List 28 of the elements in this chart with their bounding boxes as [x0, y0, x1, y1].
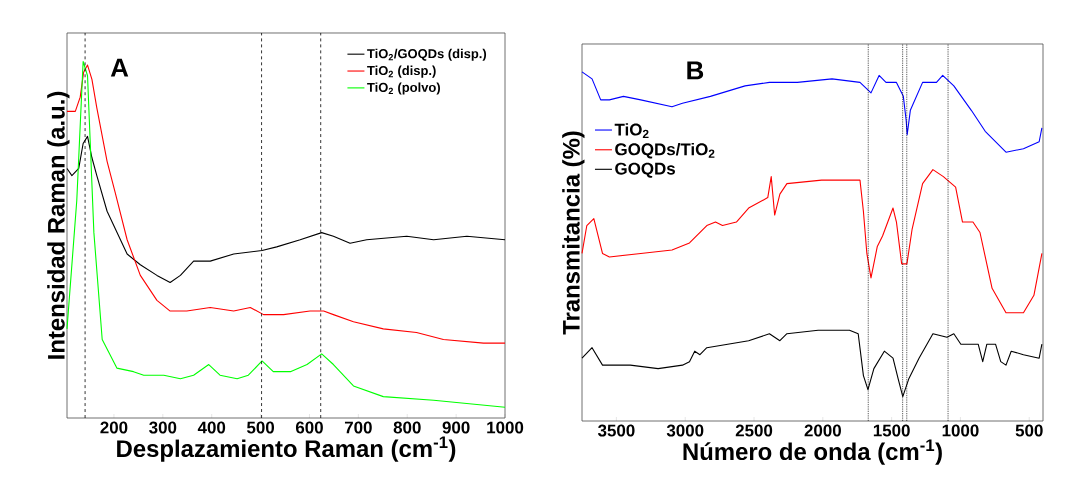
legend-label: TiO$_{2}$ [614, 123, 649, 138]
x-tick-label: 1000 [942, 424, 979, 437]
x-tick-label: 400 [197, 421, 226, 434]
x-tick-label: 700 [344, 421, 372, 434]
x-tick-label: 3500 [597, 424, 635, 437]
x-tick-label: 900 [442, 421, 470, 434]
x-tick-label: 600 [295, 421, 323, 434]
legend-label: GOQDs [615, 162, 675, 178]
legend-label: GOQDs/TiO$_{2}$ [615, 142, 715, 159]
legend-label: TiO$_{2}$ (polvo) [367, 82, 440, 95]
x-tick-label: 1500 [873, 424, 910, 437]
x-tick-label: 2000 [804, 424, 841, 437]
x-tick-label: 200 [100, 421, 128, 434]
x-tick-label: 300 [149, 421, 177, 434]
x-axis-title: Número de onda (cm$^{-1}$) [683, 439, 942, 465]
x-tick-label: 1000 [487, 421, 524, 434]
x-tick-label: 800 [393, 421, 421, 434]
x-tick-label: 500 [246, 421, 275, 434]
x-axis-title: Desplazamiento Raman (cm$^{-1}$) [117, 436, 456, 462]
annotation: B [687, 61, 704, 80]
legend-label: TiO$_{2}$/GOQDs (disp.) [367, 48, 487, 61]
x-tick-label: 2500 [735, 424, 773, 437]
x-tick-label: 500 [1015, 424, 1043, 437]
y-axis-title: Intensidad Raman (a.u.) [47, 91, 70, 359]
y-axis-title: Transmitancia (%) [562, 131, 585, 335]
annotation: A [110, 58, 129, 77]
legend-label: TiO$_{2}$ (disp.) [367, 65, 436, 78]
x-tick-label: 3000 [666, 424, 704, 437]
